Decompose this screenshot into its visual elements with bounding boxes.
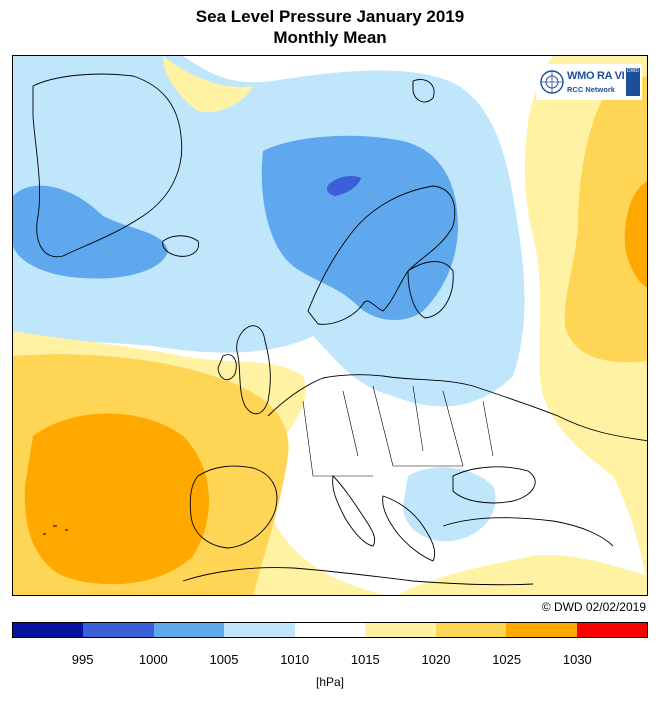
color-scale-segment — [576, 623, 647, 637]
map-title: Sea Level Pressure January 2019 — [195, 7, 465, 26]
color-scale-tick-label: 1030 — [562, 652, 592, 667]
high-light-south — [397, 555, 647, 595]
dwd-badge: DWD — [626, 68, 640, 96]
color-scale-segment — [13, 623, 84, 637]
color-scale-segment — [224, 623, 295, 637]
color-scale-unit: [hPa] — [315, 675, 345, 689]
high-strong-east — [624, 181, 647, 288]
high-light-greenland — [163, 56, 253, 113]
wmo-emblem-icon — [540, 70, 564, 94]
color-scale-tick-label: 1000 — [138, 652, 168, 667]
low-deep-core — [327, 176, 361, 196]
pressure-map: WMO RA VI RCC Network DWD — [12, 55, 648, 596]
copyright-note: © DWD 02/02/2019 — [541, 600, 646, 614]
logo-title: WMO RA VI — [567, 70, 625, 82]
coastlines — [32, 73, 647, 586]
low-light-east — [403, 467, 496, 542]
low-region-scandinavia — [261, 135, 458, 321]
color-scale-segment — [83, 623, 154, 637]
color-scale-tick-label: 1020 — [421, 652, 451, 667]
high-region-east — [564, 76, 647, 363]
wmo-logo: WMO RA VI RCC Network DWD — [536, 64, 642, 100]
logo-subtitle: RCC Network — [567, 85, 615, 94]
pressure-map-canvas — [13, 56, 647, 595]
high-strong-azores — [24, 413, 210, 585]
color-scale-tick-label: 1015 — [350, 652, 380, 667]
color-scale-tick-label: 1010 — [280, 652, 310, 667]
color-scale-segment — [365, 623, 436, 637]
map-subtitle: Monthly Mean — [273, 28, 387, 47]
color-scale-tick-label: 995 — [71, 652, 94, 667]
color-scale-tick-label: 1005 — [209, 652, 239, 667]
color-scale-segment — [294, 623, 366, 637]
color-scale-ticks: 995 1000 1005 1010 1015 1020 1025 1030 — [12, 652, 648, 668]
color-scale-segment — [153, 623, 225, 637]
color-scale-bar — [12, 622, 648, 638]
color-scale-segment — [435, 623, 507, 637]
color-scale-segment — [506, 623, 577, 637]
color-scale-tick-label: 1025 — [492, 652, 522, 667]
low-region-greenland — [13, 185, 168, 279]
